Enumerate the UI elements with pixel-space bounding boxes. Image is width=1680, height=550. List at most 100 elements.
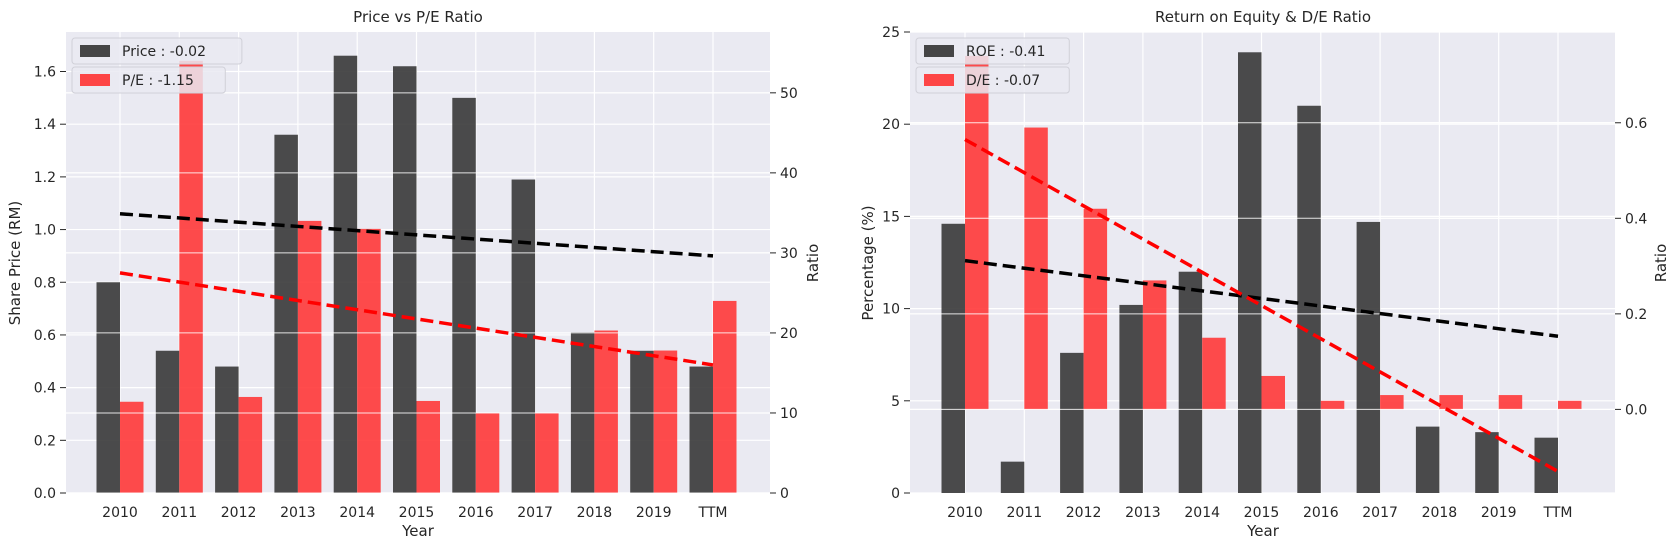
bar-roe-2015 (1238, 52, 1262, 494)
right-y-axis-label: Ratio (1652, 244, 1670, 283)
x-tick-label: 2010 (102, 505, 138, 521)
right-tick-label: 30 (780, 246, 798, 262)
legend-swatch (924, 45, 954, 57)
bar-price-2013 (274, 134, 298, 494)
trendline-primary (119, 212, 714, 258)
bar-pe-2010 (120, 401, 144, 493)
bar-price-2011 (155, 350, 180, 493)
left-tick-label: 25 (882, 25, 900, 41)
bar-pe-2014 (357, 228, 381, 493)
right-tick-label: 50 (780, 86, 798, 102)
chart-title: Return on Equity & D/E Ratio (1155, 8, 1371, 26)
left-tick-label: 1.2 (34, 170, 56, 186)
left-tick-label: 1.0 (34, 223, 56, 239)
bar-price-2016 (452, 97, 476, 493)
roe-de-chart: 0 5 10 15 20 25 0.0 0.2 0.4 0.6 2010 2011 2012 2013 20… (859, 8, 1670, 540)
bar-de-2016 (1320, 400, 1345, 410)
legend-box (915, 66, 1070, 94)
bar-roe-2019 (1475, 432, 1499, 493)
bar-de-2010 (965, 55, 989, 410)
bar-de-2015 (1261, 375, 1285, 410)
bar-roe-2013 (1119, 304, 1143, 493)
bar-de-2011 (1024, 127, 1048, 410)
bar-pe-2013 (297, 220, 322, 493)
trendline-secondary (119, 271, 714, 367)
legend-swatch (80, 45, 110, 57)
right-y-axis-label: Ratio (804, 244, 822, 283)
bar-price-2014 (333, 55, 358, 494)
right-tick-label: 20 (780, 326, 798, 342)
bar-de-2019 (1498, 395, 1523, 410)
right-tick-label: 10 (780, 406, 798, 422)
legend-box (71, 66, 226, 94)
x-tick-label: 2017 (517, 505, 553, 521)
legend-box (915, 37, 1070, 65)
x-tick-label: 2018 (1422, 505, 1458, 521)
x-tick-label: 2016 (1303, 505, 1339, 521)
trendline-primary (964, 258, 1559, 338)
x-tick-label: 2012 (221, 505, 257, 521)
legend-swatch (924, 74, 954, 86)
left-tick-label: 10 (882, 302, 900, 318)
bar-price-2015 (393, 66, 417, 493)
legend-label: Price : -0.02 (122, 44, 206, 60)
x-tick-label: 2013 (280, 505, 316, 521)
bar-price-2019 (630, 350, 654, 493)
x-tick-label: 2014 (339, 505, 375, 521)
x-axis-label: Year (1246, 522, 1280, 540)
bar-roe-2011 (1000, 461, 1025, 493)
right-tick-label: 0.0 (1625, 402, 1647, 418)
x-tick-label: 2015 (1244, 505, 1280, 521)
bar-price-2010 (96, 282, 120, 493)
left-tick-label: 0.8 (34, 275, 56, 291)
x-tick-label: 2017 (1362, 505, 1398, 521)
left-tick-label: 20 (882, 117, 900, 133)
left-tick-label: 0.6 (34, 328, 56, 344)
bar-pe-2015 (416, 400, 440, 493)
left-y-axis-label: Share Price (RM) (6, 201, 24, 325)
right-tick-label: 0.2 (1625, 307, 1647, 323)
x-tick-label: 2019 (1481, 505, 1517, 521)
left-tick-label: 1.4 (34, 117, 56, 133)
bar-de-2014 (1202, 337, 1226, 410)
legend-label: ROE : -0.41 (966, 44, 1045, 60)
left-tick-label: 0.0 (34, 486, 56, 502)
x-tick-label: 2018 (577, 505, 613, 521)
x-tick-label: 2016 (458, 505, 494, 521)
x-tick-label: 2019 (636, 505, 672, 521)
x-tick-label: 2011 (161, 505, 197, 521)
left-tick-label: 0.4 (34, 381, 56, 397)
plot-area (910, 32, 1615, 493)
x-tick-label: TTM (698, 505, 728, 521)
x-tick-label: 2010 (947, 505, 983, 521)
x-tick-label: TTM (1543, 505, 1573, 521)
right-tick-label: 40 (780, 166, 798, 182)
bar-pe-2018 (594, 330, 618, 493)
legend-label: D/E : -0.07 (966, 73, 1040, 89)
legend-swatch (80, 74, 110, 86)
right-tick-label: 0 (780, 486, 789, 502)
bar-roe-2016 (1297, 105, 1321, 493)
left-tick-label: 0 (891, 486, 900, 502)
bar-roe-2012 (1060, 352, 1084, 493)
left-tick-label: 5 (891, 394, 900, 410)
left-tick-label: 15 (882, 209, 900, 225)
x-tick-label: 2011 (1006, 505, 1042, 521)
price-pe-chart: 0.0 0.2 0.4 0.6 0.8 1.0 1.2 1.4 1.6 0 10 20 30 40 50 20… (6, 8, 822, 540)
bar-pe-2017 (535, 412, 559, 493)
right-tick-label: 0.6 (1625, 116, 1647, 132)
chart-title: Price vs P/E Ratio (353, 8, 483, 26)
x-tick-label: 2012 (1066, 505, 1102, 521)
bar-de-2018 (1439, 395, 1463, 410)
bar-pe-2012 (238, 396, 263, 493)
bar-roe-2014 (1178, 271, 1203, 493)
x-tick-label: 2015 (399, 505, 435, 521)
bar-de-2017 (1380, 395, 1404, 410)
x-tick-label: 2014 (1184, 505, 1220, 521)
legend-label: P/E : -1.15 (122, 73, 194, 89)
bar-pe-2011 (179, 60, 203, 493)
bar-pe-2019 (653, 350, 678, 493)
bar-roe-2017 (1356, 221, 1381, 493)
bar-de-2012 (1083, 208, 1108, 410)
